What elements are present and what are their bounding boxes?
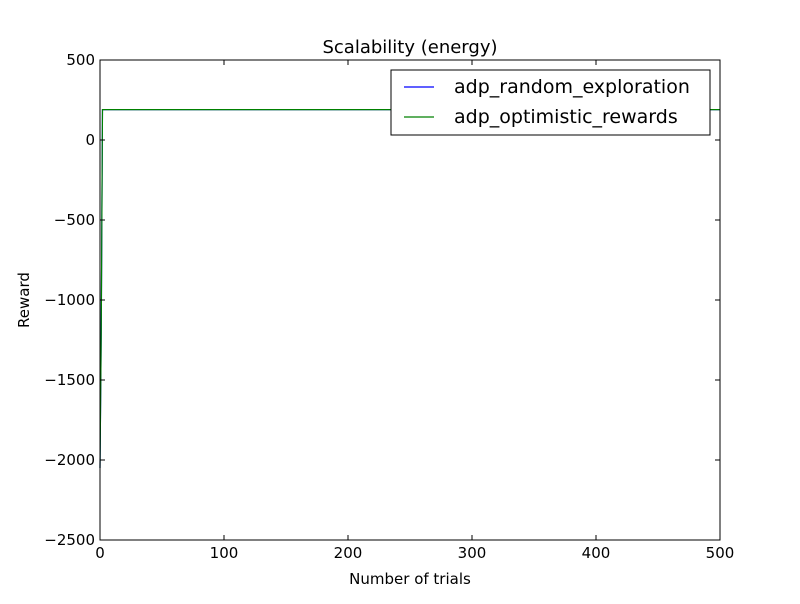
legend-label-2: adp_optimistic_rewards	[454, 106, 678, 128]
x-tick-label: 100	[210, 544, 239, 562]
plot-frame	[100, 60, 720, 540]
chart-title: Scalability (energy)	[322, 37, 497, 58]
legend-label-1: adp_random_exploration	[454, 76, 690, 98]
y-tick-label: 0	[85, 131, 95, 149]
x-tick-label: 200	[334, 544, 363, 562]
y-tick-label: −1500	[44, 371, 95, 389]
tick-layer: 0 100 200 300 400 500 500 0 −500 −1000 −1500 −2000 −…	[44, 51, 734, 562]
y-tick-label: −2500	[44, 531, 95, 549]
x-tick-label: 300	[458, 544, 487, 562]
x-tick-label: 400	[582, 544, 611, 562]
legend-items: adp_random_exploration adp_optimistic_rew…	[404, 76, 690, 128]
x-tick-label: 0	[95, 544, 105, 562]
y-tick-label: −500	[54, 211, 95, 229]
x-tick-label: 500	[706, 544, 735, 562]
plot-area: 0 100 200 300 400 500 500 0 −500 −1000 −1500 −2000 −…	[44, 51, 734, 562]
x-axis-title: Number of trials	[349, 570, 471, 588]
y-tick-label: −2000	[44, 451, 95, 469]
legend: adp_random_exploration adp_optimistic_rew…	[390, 69, 711, 136]
series-layer	[99, 108, 720, 469]
y-tick-label: −1000	[44, 291, 95, 309]
y-axis-title: Reward	[15, 272, 33, 328]
series-line-2	[99, 108, 720, 469]
y-tick-label: 500	[66, 51, 95, 69]
legend-box	[390, 69, 711, 136]
